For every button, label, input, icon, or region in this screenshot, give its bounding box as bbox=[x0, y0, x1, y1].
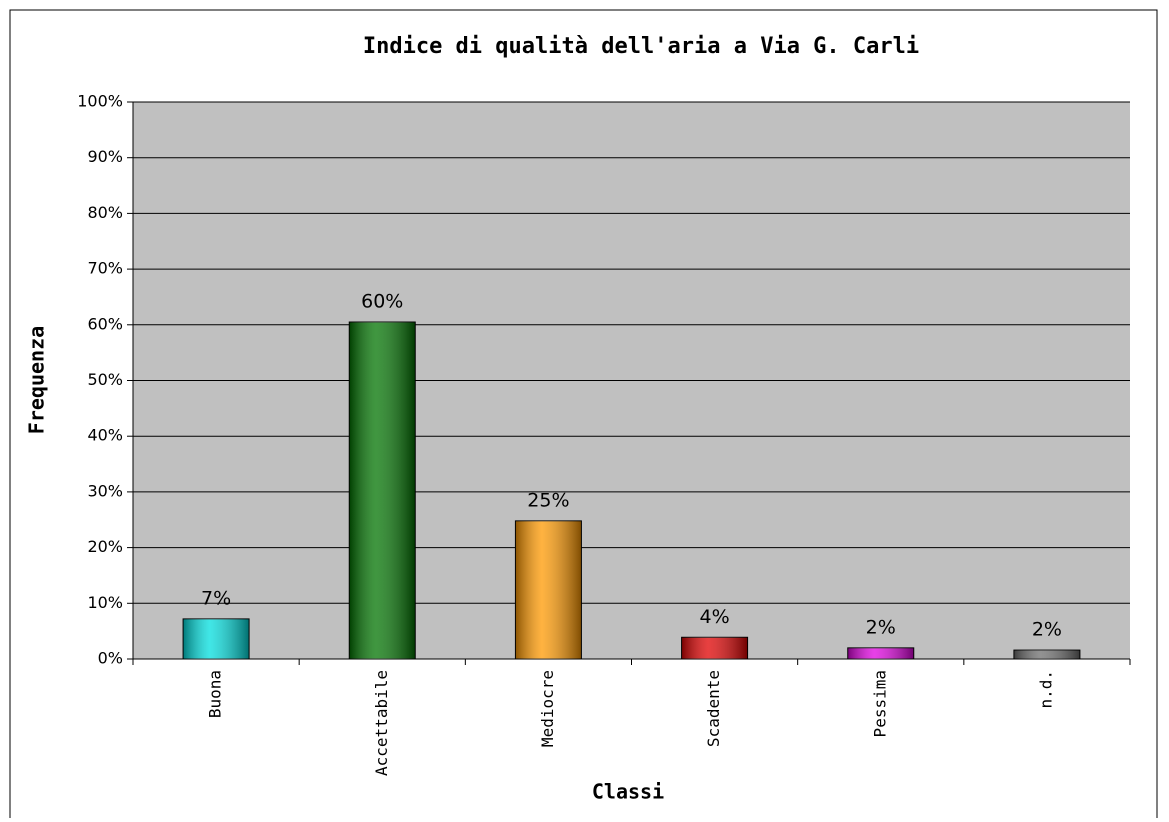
x-tick-label: Pessima bbox=[870, 670, 889, 737]
y-tick-label: 20% bbox=[87, 537, 123, 556]
bar-shade bbox=[1013, 650, 1080, 659]
y-tick-label: 100% bbox=[77, 92, 123, 111]
y-tick-label: 40% bbox=[87, 426, 123, 445]
x-tick-label: Mediocre bbox=[538, 670, 557, 747]
value-label: 4% bbox=[700, 606, 730, 628]
x-tick-label: Scadente bbox=[704, 670, 723, 747]
x-axis-label: Classi bbox=[592, 780, 664, 804]
y-tick-label: 70% bbox=[87, 259, 123, 278]
y-tick-label: 10% bbox=[87, 593, 123, 612]
value-label: 2% bbox=[866, 616, 896, 638]
bar-shade bbox=[183, 618, 250, 659]
bar-shade bbox=[515, 520, 582, 659]
value-label: 7% bbox=[201, 587, 231, 609]
value-label: 25% bbox=[527, 489, 569, 511]
x-tick-label: n.d. bbox=[1036, 670, 1055, 709]
bar-shade bbox=[847, 647, 914, 659]
y-tick-label: 30% bbox=[87, 481, 123, 500]
y-tick-label: 60% bbox=[87, 314, 123, 333]
x-tick-label: Accettabile bbox=[372, 670, 391, 776]
value-label: 2% bbox=[1032, 619, 1062, 641]
y-tick-label: 0% bbox=[98, 649, 123, 668]
y-axis-label: Frequenza bbox=[25, 326, 49, 434]
y-tick-label: 90% bbox=[87, 147, 123, 166]
bar-shade bbox=[681, 637, 748, 659]
chart-frame bbox=[9, 9, 1158, 818]
x-tick-label: Buona bbox=[206, 670, 225, 718]
value-label: 60% bbox=[361, 291, 403, 313]
chart-title: Indice di qualità dell'aria a Via G. Car… bbox=[363, 34, 919, 59]
y-tick-label: 80% bbox=[87, 203, 123, 222]
bar-shade bbox=[349, 322, 416, 659]
y-tick-label: 50% bbox=[87, 370, 123, 389]
